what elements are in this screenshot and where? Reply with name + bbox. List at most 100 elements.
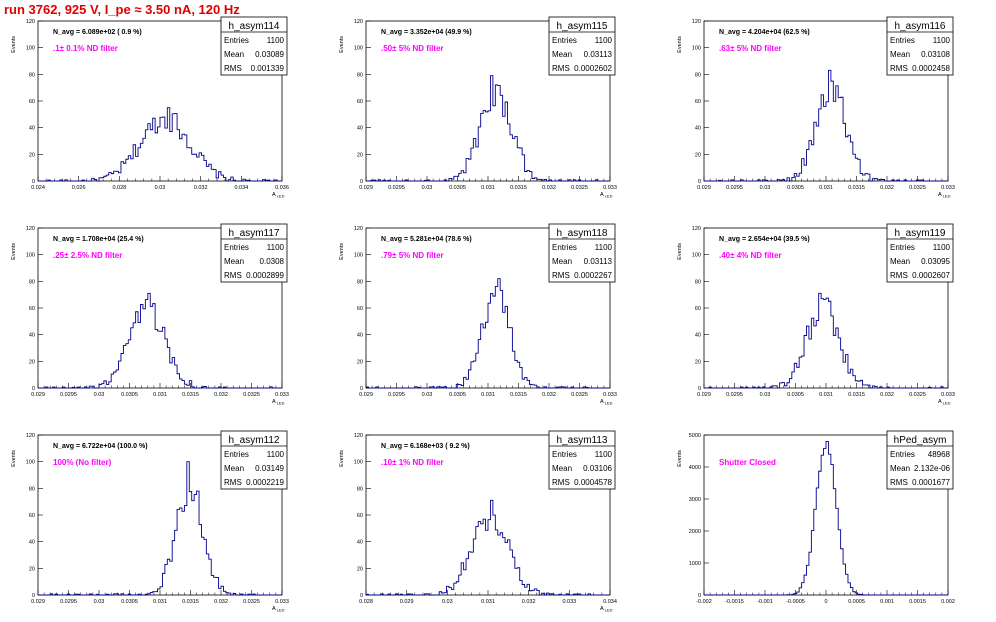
x-tick-label: 0.0325 (909, 392, 926, 398)
y-tick-label: 40 (357, 540, 363, 546)
x-tick-label: 0.028 (359, 599, 373, 605)
stats-label: Mean (224, 257, 244, 266)
x-tick-label: 0.0295 (726, 392, 743, 398)
stats-value: 0.0001677 (912, 478, 950, 487)
y-tick-label: 0 (360, 386, 363, 392)
navg-label: N_avg = 6.168e+03 ( 9.2 %) (381, 443, 470, 450)
stats-value: 0.0004578 (574, 478, 612, 487)
x-tick-label: 0.0295 (60, 599, 77, 605)
x-tick-label: 0.0005 (848, 599, 865, 605)
stats-label: RMS (552, 271, 570, 280)
x-tick-label: 0.024 (31, 185, 45, 191)
y-tick-label: 100 (354, 253, 363, 259)
y-tick-label: 0 (360, 179, 363, 185)
x-tick-label: 0.033 (275, 599, 289, 605)
stats-label: RMS (890, 478, 908, 487)
stats-label: RMS (890, 64, 908, 73)
x-tick-label: 0.029 (31, 392, 45, 398)
x-tick-label: 0.0305 (787, 185, 804, 191)
stats-label: RMS (224, 64, 242, 73)
stats-label: Entries (224, 36, 249, 45)
y-tick-label: 4000 (689, 465, 701, 471)
y-tick-label: 60 (695, 306, 701, 312)
y-tick-label: 20 (357, 152, 363, 158)
navg-label: N_avg = 2.654e+04 (39.5 %) (719, 236, 810, 243)
y-tick-label: 100 (26, 253, 35, 259)
x-tick-label: 0.0305 (121, 599, 138, 605)
x-tick-label: 0.0325 (909, 185, 926, 191)
y-tick-label: 100 (26, 460, 35, 466)
run-title: run 3762, 925 V, I_pe ≈ 3.50 nA, 120 Hz (4, 2, 240, 17)
x-tick-label: 0.032 (542, 392, 556, 398)
histogram-panel-h_asym116: 0.029 0.0295 0.03 0.0305 0.031 0.0315 0.032 0.0… (677, 16, 955, 199)
y-tick-label: 100 (692, 253, 701, 259)
stats-label: RMS (224, 271, 242, 280)
y-tick-label: 80 (357, 72, 363, 78)
y-tick-label: 120 (26, 226, 35, 232)
x-tick-label: 0.0315 (510, 392, 527, 398)
histogram-line (38, 107, 282, 182)
stats-label: Entries (890, 450, 915, 459)
stats-label: Entries (552, 36, 577, 45)
stats-value: 0.03089 (255, 50, 284, 59)
y-tick-label: 80 (695, 279, 701, 285)
stats-label: Mean (890, 257, 910, 266)
x-tick-label: 0.033 (603, 392, 617, 398)
stats-label: Mean (224, 50, 244, 59)
stats-label: Entries (890, 36, 915, 45)
x-tick-label: 0.03 (155, 185, 166, 191)
x-axis-label: ALED (272, 192, 285, 199)
y-tick-label: 120 (26, 433, 35, 439)
x-tick-label: 0.0315 (510, 185, 527, 191)
histogram-panel-h_asym113: 0.028 0.029 0.03 0.031 0.032 0.033 0.034 0 20 40 6… (339, 430, 617, 613)
x-tick-label: 0.031 (819, 185, 833, 191)
y-tick-label: 60 (29, 99, 35, 105)
y-axis-label: Events (677, 243, 683, 260)
stats-value: 0.0002602 (574, 64, 612, 73)
y-tick-label: 120 (354, 433, 363, 439)
histogram-panel-h_asym114: 0.024 0.026 0.028 0.03 0.032 0.034 0.036 0 20 40 6… (11, 16, 289, 199)
x-axis-label: ALED (938, 399, 951, 406)
histogram-title: hPed_asym (894, 435, 947, 446)
stats-value: 0.03149 (255, 464, 284, 473)
histogram-title: h_asym116 (895, 21, 946, 32)
stats-value: 0.03095 (921, 257, 950, 266)
y-axis-label: Events (677, 450, 683, 467)
filter-label: Shutter Closed (719, 458, 776, 467)
x-tick-label: 0.028 (112, 185, 126, 191)
navg-label: N_avg = 1.708e+04 (25.4 %) (53, 236, 144, 243)
histogram-title: h_asym115 (557, 21, 608, 32)
x-tick-label: 0.03 (422, 185, 433, 191)
x-tick-label: 0.0325 (243, 599, 260, 605)
histogram-line (38, 292, 282, 389)
filter-label: .50± 5% ND filter (381, 44, 444, 53)
histogram-line (365, 499, 610, 596)
histogram-title: h_asym112 (229, 435, 280, 446)
stats-value: 1100 (595, 450, 613, 459)
x-tick-label: 0.0325 (571, 185, 588, 191)
x-tick-label: 0.032 (880, 185, 894, 191)
y-tick-label: 100 (354, 460, 363, 466)
y-tick-label: 0 (32, 386, 35, 392)
y-tick-label: 3000 (689, 497, 701, 503)
stats-box (548, 223, 616, 283)
stats-value: 0.03108 (921, 50, 950, 59)
stats-label: Mean (552, 464, 572, 473)
filter-label: .1± 0.1% ND filter (53, 44, 118, 53)
y-tick-label: 60 (357, 513, 363, 519)
y-tick-label: 20 (29, 359, 35, 365)
stats-box (886, 16, 954, 76)
x-axis-label: ALED (938, 192, 951, 199)
y-tick-label: 20 (357, 566, 363, 572)
histogram-line (704, 292, 948, 389)
x-axis-label: ALED (600, 606, 613, 613)
y-tick-label: 100 (354, 46, 363, 52)
x-tick-label: 0.0315 (182, 392, 199, 398)
y-tick-label: 1000 (689, 561, 701, 567)
x-axis-label: ALED (600, 192, 613, 199)
navg-label: N_avg = 4.204e+04 (62.5 %) (719, 29, 810, 36)
y-tick-label: 60 (357, 99, 363, 105)
y-tick-label: 60 (29, 306, 35, 312)
filter-label: .40± 4% ND filter (719, 251, 782, 260)
histogram-title: h_asym117 (229, 228, 280, 239)
